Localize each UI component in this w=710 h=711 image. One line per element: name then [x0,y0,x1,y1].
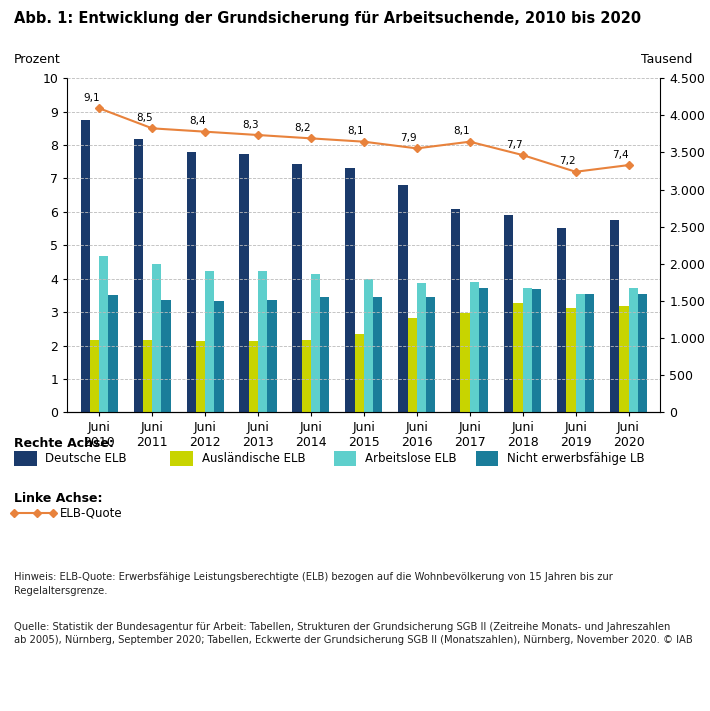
Text: 8,2: 8,2 [295,123,311,133]
Bar [504,215,513,412]
Text: Nicht erwerbsfähige LB: Nicht erwerbsfähige LB [507,452,645,465]
Bar [214,301,224,412]
Bar [143,341,152,412]
Text: Abb. 1: Entwicklung der Grundsicherung für Arbeitsuchende, 2010 bis 2020: Abb. 1: Entwicklung der Grundsicherung f… [14,11,641,26]
Bar [196,341,205,412]
Bar [161,299,170,412]
Bar [513,303,523,412]
Text: Hinweis: ELB-Quote: Erwerbsfähige Leistungsberechtigte (ELB) bezogen auf die Woh: Hinweis: ELB-Quote: Erwerbsfähige Leistu… [14,572,613,596]
Text: Ausländische ELB: Ausländische ELB [202,452,305,465]
Bar [354,334,364,412]
Text: Deutsche ELB: Deutsche ELB [45,452,127,465]
Bar [109,295,118,412]
Bar [81,119,90,412]
Bar [610,220,619,412]
Text: Prozent: Prozent [14,53,61,66]
Bar [152,264,161,412]
Text: 7,9: 7,9 [400,133,417,143]
Bar [417,283,426,412]
Text: 7,2: 7,2 [559,156,576,166]
Text: 8,4: 8,4 [189,117,205,127]
Bar [311,274,320,412]
Bar [364,279,373,412]
Text: 7,7: 7,7 [506,140,523,150]
Bar [302,340,311,412]
Bar [585,294,594,412]
Bar [398,185,408,412]
Bar [532,289,541,412]
Bar [452,209,461,412]
Bar [461,313,470,412]
Bar [99,257,109,412]
Text: Tausend: Tausend [641,53,692,66]
Text: 8,5: 8,5 [136,113,153,123]
Bar [567,308,576,412]
Bar [133,139,143,412]
Bar [426,296,435,412]
Bar [90,340,99,412]
Bar [479,288,488,412]
Bar [248,341,258,412]
Bar [205,272,214,412]
Bar [267,300,276,412]
Text: ELB-Quote: ELB-Quote [60,507,123,520]
Text: 8,1: 8,1 [348,127,364,137]
Text: Rechte Achse:: Rechte Achse: [14,437,114,450]
Bar [345,168,354,412]
Bar [408,318,417,412]
Text: 8,3: 8,3 [242,119,258,129]
Text: 8,1: 8,1 [454,127,470,137]
Bar [187,151,196,412]
Bar [470,282,479,412]
Text: 7,4: 7,4 [612,150,629,160]
Bar [320,297,329,412]
Text: Quelle: Statistik der Bundesagentur für Arbeit: Tabellen, Strukturen der Grundsi: Quelle: Statistik der Bundesagentur für … [14,622,693,646]
Bar [523,288,532,412]
Bar [628,288,638,412]
Text: Arbeitslose ELB: Arbeitslose ELB [365,452,457,465]
Text: 9,1: 9,1 [83,93,99,103]
Bar [239,154,248,412]
Bar [638,294,647,412]
Bar [373,296,383,412]
Text: Linke Achse:: Linke Achse: [14,492,103,505]
Bar [576,294,585,412]
Bar [619,306,628,412]
Bar [258,272,267,412]
Bar [557,228,567,412]
Bar [293,164,302,412]
